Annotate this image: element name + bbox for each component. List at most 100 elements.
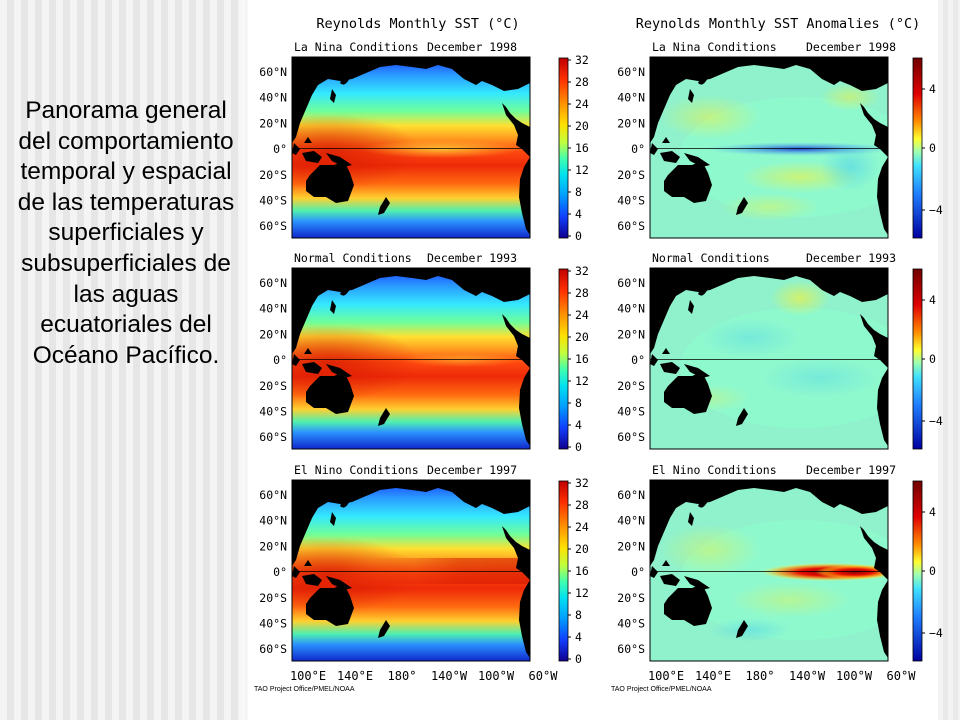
sst-colorbar-label: 4 (575, 630, 582, 644)
sst-colorbar-ticks-1: 32 28 24 20 16 12 8 4 0 (568, 53, 589, 243)
anomaly-panel-date-el-nino: December 1997 (806, 463, 896, 477)
lon-label: 140°W (431, 669, 468, 683)
anomaly-colorbar-ticks-1: 4 0 −4 (922, 82, 943, 217)
sst-colorbar-label: 0 (575, 440, 582, 454)
sst-colorbar-label: 32 (575, 264, 589, 278)
lat-label: 20°N (617, 327, 645, 341)
lat-label: 60°S (617, 430, 645, 444)
lat-label: 60°N (259, 276, 287, 290)
anomaly-map-la-nina (649, 56, 889, 239)
lon-label: 180° (388, 669, 417, 683)
anomaly-colorbar-label: −4 (929, 626, 943, 640)
lat-label: 40°S (259, 194, 287, 208)
lon-label: 180° (746, 669, 775, 683)
background-right-stripes (938, 0, 960, 720)
lat-label: 40°N (617, 302, 645, 316)
sst-colorbar-label: 24 (575, 308, 589, 322)
lat-label: 60°N (617, 276, 645, 290)
anomaly-panel-condition-el-nino: El Nino Conditions (652, 463, 777, 477)
sst-colorbar-3 (558, 480, 569, 662)
anomaly-colorbar-1 (912, 57, 923, 239)
background-stripes (0, 0, 248, 720)
lon-label: 140°E (337, 669, 373, 683)
sst-colorbar-label: 24 (575, 97, 589, 111)
sst-panel-condition-el-nino: El Nino Conditions (294, 463, 419, 477)
anomaly-colorbar-3 (912, 480, 923, 662)
sst-colorbar-label: 32 (575, 476, 589, 490)
sst-map-la-nina (291, 56, 531, 239)
credit-anomaly: TAO Project Office/PMEL/NOAA (611, 686, 712, 693)
sst-colorbar-ticks-2: 32 28 24 20 16 12 8 4 0 (568, 264, 589, 454)
lat-labels-anomaly-2: 60°N 40°N 20°N 0° 20°S 40°S 60°S (617, 276, 645, 444)
sst-colorbar-label: 12 (575, 586, 589, 600)
lat-label: 60°N (259, 65, 287, 79)
sst-colorbar-ticks-3: 32 28 24 20 16 12 8 4 0 (568, 476, 589, 666)
sst-panel-date-normal: December 1993 (427, 251, 517, 265)
lat-label: 20°N (617, 539, 645, 553)
sst-colorbar-2 (558, 268, 569, 450)
lat-label: 40°S (617, 617, 645, 631)
sst-colorbar-label: 8 (575, 396, 582, 410)
anomaly-panel-date-la-nina: December 1998 (806, 40, 896, 54)
lat-label: 20°N (259, 116, 287, 130)
sst-panel-date-la-nina: December 1998 (427, 40, 517, 54)
sst-panel-condition-normal: Normal Conditions (294, 251, 412, 265)
sst-colorbar-label: 0 (575, 229, 582, 243)
lat-label: 20°S (259, 591, 287, 605)
sst-colorbar-label: 28 (575, 498, 589, 512)
lon-label: 100°W (836, 669, 873, 683)
sst-colorbar-label: 4 (575, 207, 582, 221)
sst-colorbar-label: 12 (575, 163, 589, 177)
anomaly-panel-condition-normal: Normal Conditions (652, 251, 770, 265)
sst-colorbar-label: 28 (575, 75, 589, 89)
lat-label: 60°S (259, 219, 287, 233)
lon-label: 140°W (789, 669, 826, 683)
lat-labels-sst-2: 60°N 40°N 20°N 0° 20°S 40°S 60°S (259, 276, 287, 444)
anomaly-colorbar-label: 0 (929, 352, 936, 366)
lat-label: 40°S (617, 194, 645, 208)
sst-colorbar-label: 8 (575, 608, 582, 622)
anomaly-panel-condition-la-nina: La Nina Conditions (652, 40, 777, 54)
lat-label: 0° (273, 142, 287, 156)
slide-caption: Panorama general del comportamiento temp… (17, 97, 235, 369)
anomaly-colorbar-label: −4 (929, 203, 943, 217)
sst-colorbar-label: 4 (575, 418, 582, 432)
lat-label: 0° (631, 353, 645, 367)
lat-label: 20°S (617, 379, 645, 393)
background-fade (238, 0, 252, 720)
lon-label: 100°E (648, 669, 684, 683)
anomaly-colorbar-label: 4 (929, 505, 936, 519)
sst-colorbar-label: 8 (575, 185, 582, 199)
sst-colorbar-label: 16 (575, 141, 589, 155)
anomaly-colorbar-label: 4 (929, 293, 936, 307)
lon-label: 100°W (478, 669, 515, 683)
lat-label: 0° (273, 353, 287, 367)
lat-label: 20°N (259, 327, 287, 341)
anomaly-colorbar-label: 0 (929, 564, 936, 578)
lat-label: 60°N (259, 488, 287, 502)
lat-label: 40°N (259, 302, 287, 316)
anomaly-colorbar-ticks-3: 4 0 −4 (922, 505, 943, 640)
credit-sst: TAO Project Office/PMEL/NOAA (254, 686, 355, 693)
sst-colorbar-label: 20 (575, 119, 589, 133)
lat-label: 40°N (617, 514, 645, 528)
lon-label: 100°E (290, 669, 326, 683)
anomaly-colorbar-label: −4 (929, 414, 943, 428)
lat-label: 20°S (259, 379, 287, 393)
anomaly-map-el-nino (649, 479, 889, 662)
anomaly-panel-date-normal: December 1993 (806, 251, 896, 265)
lat-label: 60°S (617, 642, 645, 656)
sst-colorbar-1 (558, 57, 569, 239)
lat-label: 40°S (259, 405, 287, 419)
lat-labels-anomaly-3: 60°N 40°N 20°N 0° 20°S 40°S 60°S (617, 488, 645, 656)
sst-column-title: Reynolds Monthly SST (°C) (316, 16, 519, 32)
sst-colorbar-label: 24 (575, 520, 589, 534)
lat-label: 40°S (617, 405, 645, 419)
sst-colorbar-label: 20 (575, 330, 589, 344)
lon-label: 140°E (695, 669, 731, 683)
lon-labels-sst: 100°E 140°E 180° 140°W 100°W 60°W (290, 669, 558, 683)
sst-colorbar-label: 0 (575, 652, 582, 666)
lat-label: 20°S (617, 591, 645, 605)
sst-map-el-nino (291, 479, 531, 662)
lat-label: 20°N (259, 539, 287, 553)
